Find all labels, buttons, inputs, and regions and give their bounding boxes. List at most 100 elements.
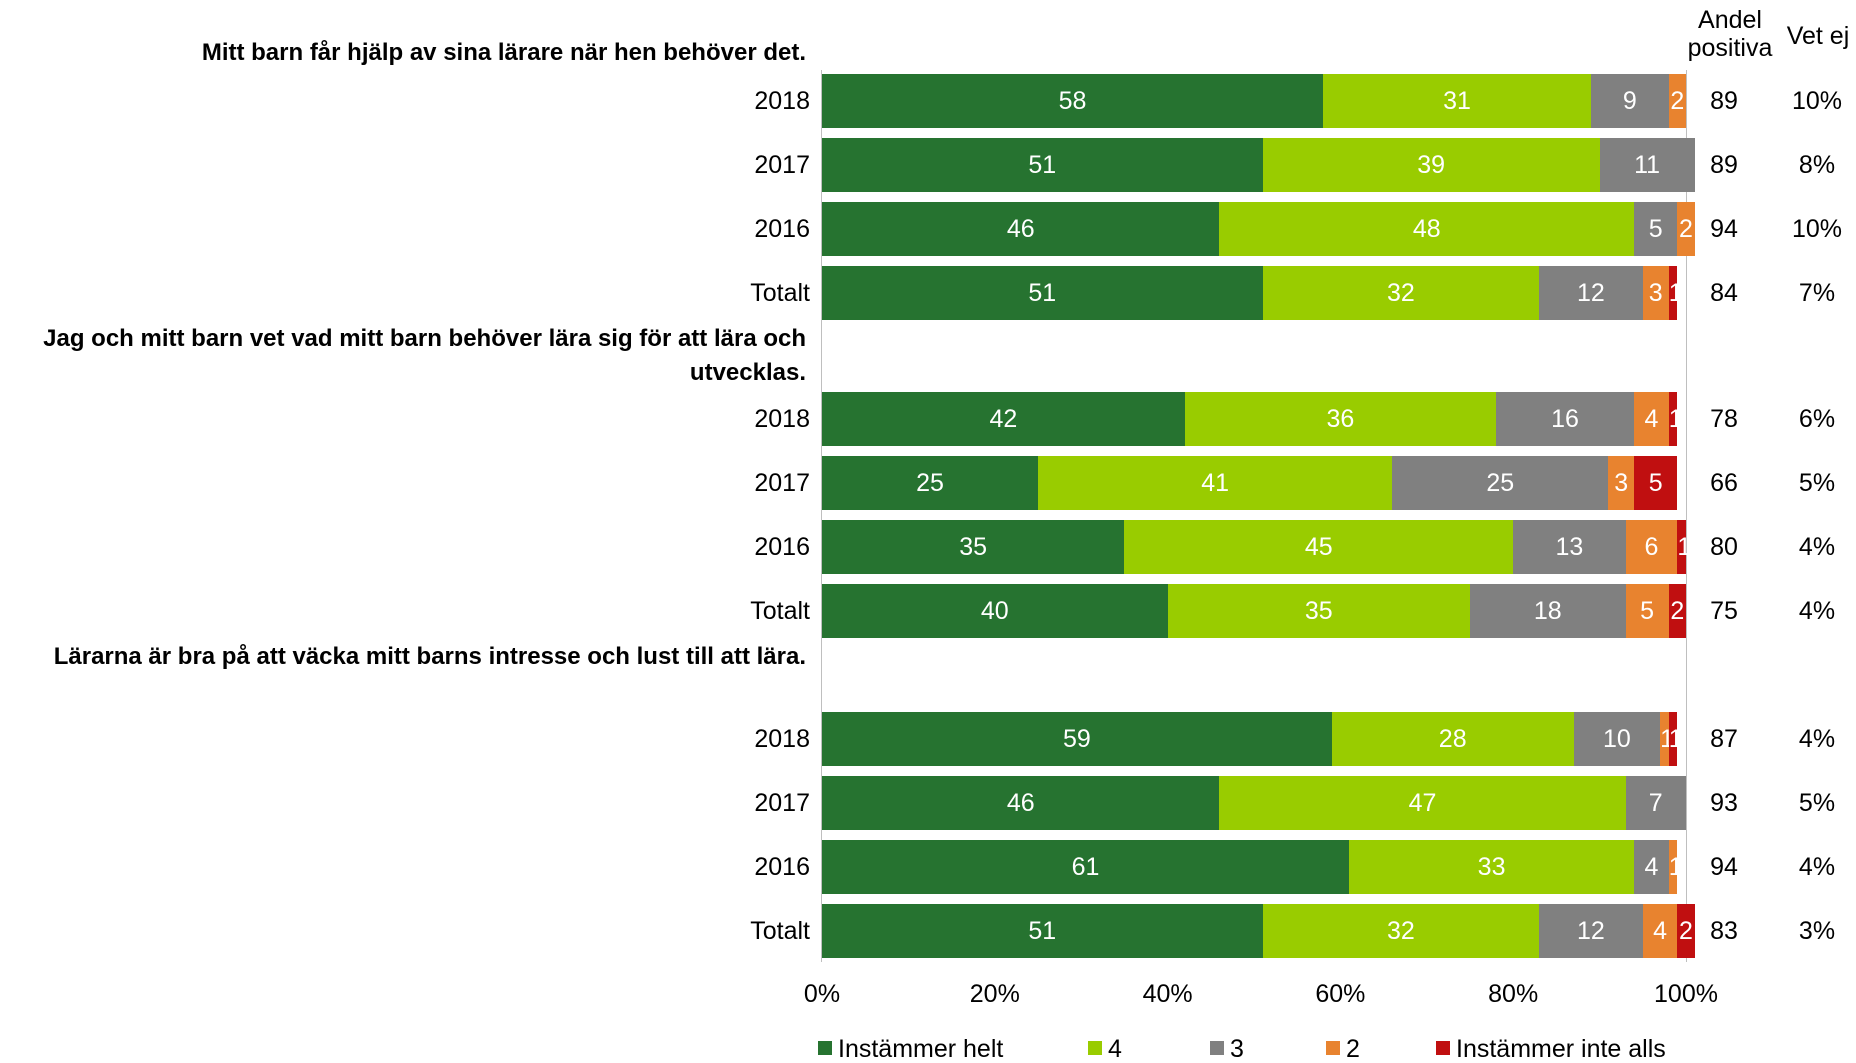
x-tick-label: 80% [1488,980,1539,1008]
legend-item: 2 [1326,1036,1360,1062]
data-label: 4 [1644,853,1659,881]
bar-segment [1625,584,1669,638]
bar-segment [1392,456,1609,510]
data-label: 25 [916,469,944,497]
legend-label: 4 [1108,1035,1122,1063]
bar-segment [1167,584,1470,638]
data-label: 47 [1408,789,1437,817]
x-tick-label: 100% [1654,980,1718,1008]
bar-segment [1470,584,1626,638]
bar-segment [822,138,1263,192]
bar-segment [1539,904,1643,958]
dont-know-share: 4% [1798,853,1836,881]
legend-label: 2 [1346,1035,1360,1063]
bar-segment [1660,712,1669,766]
dont-know-share: 7% [1798,279,1836,307]
right-border-line [1686,70,1687,962]
column-header-positive: Andel positiva [1687,6,1773,62]
bar-segment [1634,392,1669,446]
dont-know-share: 3% [1798,917,1836,945]
bar-segment [822,904,1263,958]
bar-segment [822,202,1220,256]
bar-segment [822,266,1263,320]
data-label: 42 [989,405,1018,433]
data-label: 11 [1634,151,1661,179]
row-label: Totalt [750,279,810,307]
bar-segment [1262,904,1540,958]
data-label: 7 [1648,789,1663,817]
legend-label: Instämmer helt [838,1035,1004,1063]
bar-segment [1634,456,1678,510]
row-label: Totalt [750,917,810,945]
data-label: 10 [1602,725,1631,753]
bar-segment [1625,520,1678,574]
positive-share: 89 [1710,87,1738,115]
dont-know-share: 4% [1798,725,1836,753]
data-label: 2 [1670,597,1685,625]
legend-item: Instämmer helt [818,1036,1003,1062]
data-label: 61 [1071,853,1100,881]
data-label: 4 [1653,917,1668,945]
bar-segment [1599,138,1695,192]
data-label: 12 [1577,917,1605,945]
legend-swatch [1436,1041,1450,1056]
x-tick-label: 0% [803,980,841,1008]
dont-know-share: 8% [1798,151,1836,179]
bar-segment [822,712,1332,766]
row-label: 2018 [754,725,810,753]
dont-know-share: 5% [1798,789,1836,817]
legend-swatch [818,1041,832,1056]
bar-segment [822,840,1350,894]
row-label: 2018 [754,405,810,433]
row-label: 2016 [754,215,810,243]
bar-segment [1038,456,1393,510]
bar-segment [1184,392,1496,446]
bar-segment [822,776,1220,830]
bar-segment [1677,202,1695,256]
row-label: Totalt [750,597,810,625]
bar-segment [1642,266,1669,320]
positive-share: 75 [1710,597,1738,625]
data-label: 4 [1644,405,1659,433]
data-label: 31 [1443,87,1471,115]
dont-know-share: 6% [1798,405,1836,433]
bar-segment [1124,520,1514,574]
data-label: 40 [980,597,1009,625]
bar-segment [1331,712,1574,766]
positive-share: 94 [1710,215,1738,243]
data-label: 13 [1555,533,1584,561]
data-label: 41 [1201,469,1230,497]
data-label: 5 [1640,597,1655,625]
positive-share: 84 [1710,279,1738,307]
data-label: 45 [1304,533,1333,561]
row-label: 2016 [754,853,810,881]
bar-segment [1634,202,1678,256]
bar-segment [822,392,1185,446]
bar-segment [1513,520,1626,574]
bar-segment [1608,456,1635,510]
bar-segment [1262,138,1600,192]
data-label: 39 [1417,151,1445,179]
bar-segment [1668,74,1686,128]
dont-know-share: 10% [1791,215,1843,243]
bar-segment [1677,904,1695,958]
bar-segment [1219,776,1626,830]
legend-label: Instämmer inte alls [1456,1035,1666,1063]
legend-swatch [1088,1041,1102,1056]
positive-share: 66 [1710,469,1738,497]
dont-know-share: 4% [1798,597,1836,625]
bar-segment [1349,840,1635,894]
bar-segment [1539,266,1643,320]
bar-segment [1668,584,1686,638]
bar-segment [1668,840,1678,894]
data-label: 25 [1486,469,1515,497]
data-label: 51 [1028,279,1057,307]
bar-segment [1668,266,1678,320]
bar-segment [822,456,1038,510]
legend-item: 3 [1210,1036,1244,1062]
data-label: 32 [1386,917,1415,945]
group-title: Lärarna är bra på att väcka mitt barns i… [53,643,806,670]
bar-segment [1573,712,1661,766]
bar-segment [1625,776,1686,830]
data-label: 1 [1668,725,1683,753]
